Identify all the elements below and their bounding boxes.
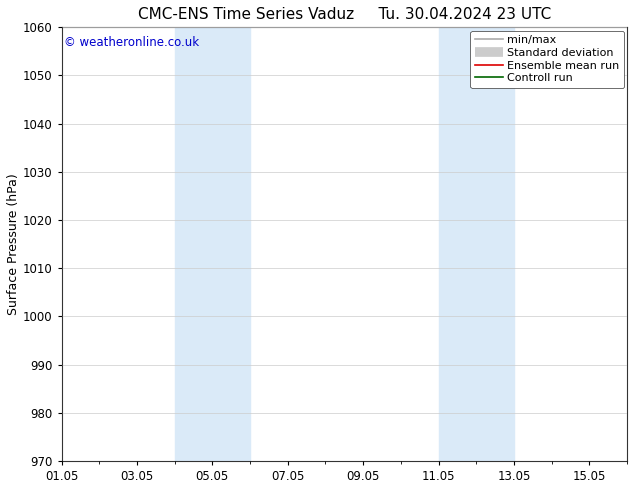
Text: © weatheronline.co.uk: © weatheronline.co.uk — [64, 36, 200, 49]
Y-axis label: Surface Pressure (hPa): Surface Pressure (hPa) — [7, 173, 20, 315]
Bar — [439, 27, 514, 461]
Title: CMC-ENS Time Series Vaduz     Tu. 30.04.2024 23 UTC: CMC-ENS Time Series Vaduz Tu. 30.04.2024… — [138, 7, 551, 22]
Bar — [174, 27, 250, 461]
Legend: min/max, Standard deviation, Ensemble mean run, Controll run: min/max, Standard deviation, Ensemble me… — [470, 30, 624, 88]
